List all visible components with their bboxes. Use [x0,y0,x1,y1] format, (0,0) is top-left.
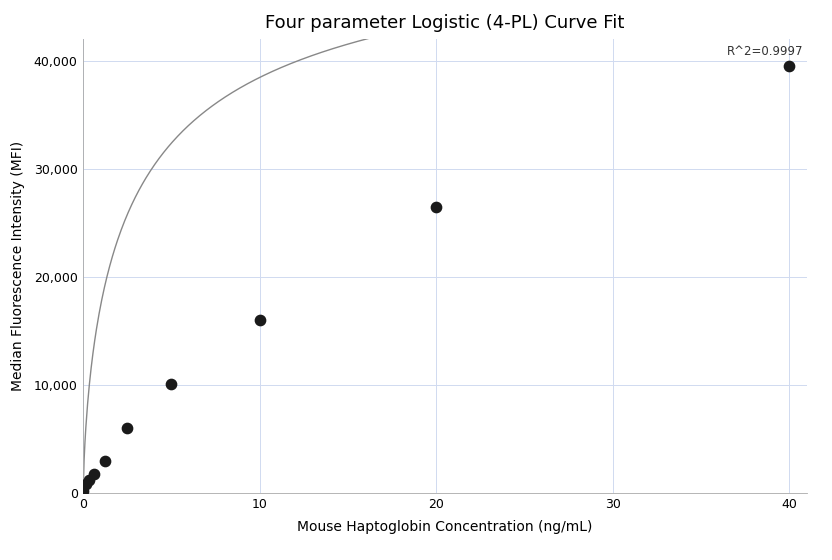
Point [82,475,96,484]
Point [121,423,134,432]
Title: Four parameter Logistic (4-PL) Curve Fit: Four parameter Logistic (4-PL) Curve Fit [265,14,625,32]
Point [165,379,178,388]
Point [429,202,443,211]
Y-axis label: Median Fluorescence Intensity (MFI): Median Fluorescence Intensity (MFI) [12,141,26,391]
Point [77,486,90,495]
Point [783,62,796,71]
Point [79,480,92,489]
Point [87,470,101,479]
Point [253,315,266,324]
Point [99,457,112,466]
X-axis label: Mouse Haptoglobin Concentration (ng/mL): Mouse Haptoglobin Concentration (ng/mL) [297,520,593,534]
Text: R^2=0.9997: R^2=0.9997 [727,45,804,58]
